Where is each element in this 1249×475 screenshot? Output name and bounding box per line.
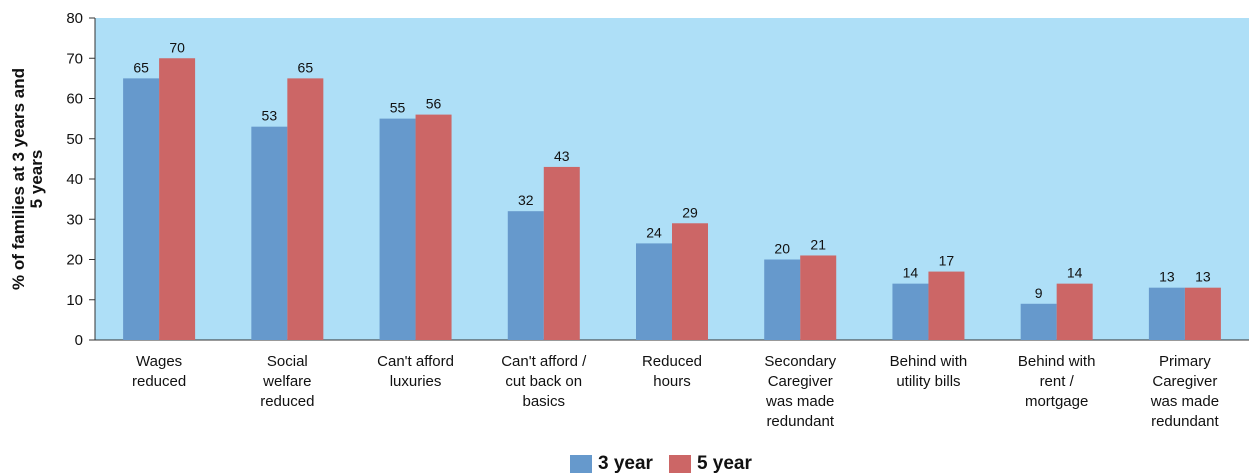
y-tick-label: 70 [66,50,83,67]
x-category-label: mortgage [1025,393,1088,410]
x-category-label: redundant [1151,413,1219,430]
x-category-label: Behind with [1018,353,1096,370]
data-label: 53 [262,108,278,124]
bar-3-year [1148,287,1185,340]
bar-5-year [1056,283,1093,340]
data-label: 70 [169,39,185,55]
x-category-label: welfare [262,373,311,390]
data-label: 20 [774,241,790,257]
x-category-label: utility bills [896,373,960,390]
x-category-label: cut back on [505,373,582,390]
data-label: 24 [646,224,662,240]
x-category-label: was made [765,393,834,410]
bar-3-year [892,283,929,340]
y-tick-label: 30 [66,211,83,228]
legend-item-3-year: 3 year [570,453,653,475]
x-category-label: was made [1150,393,1219,410]
x-category-label: Caregiver [1152,373,1217,390]
y-tick-label: 20 [66,252,83,269]
bar-5-year [672,223,708,340]
legend-label-5-year: 5 year [696,453,752,474]
bar-5-year [543,166,580,340]
y-tick-label: 80 [66,10,83,27]
legend-label-3-year: 3 year [598,453,653,474]
bar-3-year [764,259,801,340]
data-label: 29 [682,204,698,220]
bar-3-year [251,126,288,340]
data-label: 43 [554,148,570,164]
bar-3-year [379,118,416,340]
legend-swatch-5-year [668,455,691,473]
legend: 3 year 5 year [570,453,752,475]
data-label: 9 [1035,285,1043,301]
x-category-label: basics [523,393,566,410]
x-category-label: Can't afford [377,353,454,370]
data-label: 13 [1195,269,1211,285]
bar-5-year [287,78,324,340]
y-axis-label: 5 years [27,150,46,209]
bar-5-year [1184,287,1221,340]
x-category-label: reduced [132,373,186,390]
data-label: 56 [426,96,442,112]
bar-3-year [123,78,160,340]
x-category-label: luxuries [390,373,442,390]
bar-5-year [928,271,965,340]
x-category-label: Secondary [764,353,836,370]
y-tick-label: 40 [66,171,83,188]
y-axis-label: % of families at 3 years and [9,68,28,290]
data-label: 17 [939,253,955,269]
x-category-label: reduced [260,393,314,410]
x-category-label: Wages [136,353,182,370]
y-tick-label: 0 [75,332,83,349]
x-category-label: Reduced [642,353,702,370]
bar-5-year [159,58,196,340]
y-tick-label: 10 [66,292,83,309]
x-category-label: Caregiver [768,373,833,390]
bar-3-year [1020,303,1057,340]
x-category-label: rent / [1040,373,1075,390]
data-label: 55 [390,100,406,116]
data-label: 32 [518,192,534,208]
y-tick-label: 50 [66,131,83,148]
legend-swatch-3-year [570,455,592,473]
data-label: 14 [903,265,919,281]
x-category-label: Behind with [890,353,968,370]
y-tick-label: 60 [66,91,83,108]
data-label: 21 [810,236,826,252]
bar-5-year [415,114,452,340]
x-category-label: Primary [1159,353,1211,370]
data-label: 13 [1159,269,1175,285]
x-category-label: hours [653,373,691,390]
x-category-label: Can't afford / [501,353,587,370]
legend-item-5-year: 5 year [668,453,752,475]
data-label: 65 [133,59,149,75]
x-category-label: redundant [766,413,834,430]
data-label: 65 [298,59,314,75]
data-label: 14 [1067,265,1083,281]
x-category-label: Social [267,353,308,370]
bar-3-year [507,211,544,340]
bar-3-year [636,243,672,340]
bar-5-year [800,255,837,340]
